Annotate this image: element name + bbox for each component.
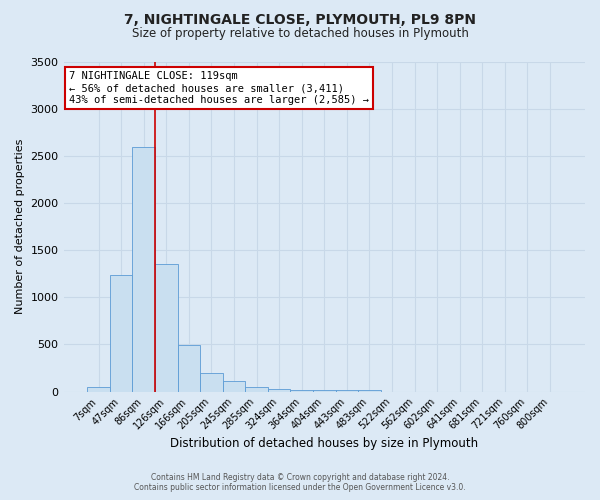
Bar bbox=[200, 372, 223, 392]
Bar bbox=[223, 381, 245, 392]
Text: Size of property relative to detached houses in Plymouth: Size of property relative to detached ho… bbox=[131, 28, 469, 40]
Bar bbox=[178, 345, 200, 392]
Bar bbox=[313, 390, 335, 392]
Bar bbox=[87, 387, 110, 392]
X-axis label: Distribution of detached houses by size in Plymouth: Distribution of detached houses by size … bbox=[170, 437, 478, 450]
Bar bbox=[110, 274, 133, 392]
Bar bbox=[268, 389, 290, 392]
Bar bbox=[155, 264, 178, 392]
Y-axis label: Number of detached properties: Number of detached properties bbox=[15, 139, 25, 314]
Text: Contains HM Land Registry data © Crown copyright and database right 2024.
Contai: Contains HM Land Registry data © Crown c… bbox=[134, 473, 466, 492]
Bar bbox=[133, 148, 155, 392]
Bar bbox=[335, 390, 358, 392]
Bar bbox=[358, 390, 381, 392]
Text: 7 NIGHTINGALE CLOSE: 119sqm
← 56% of detached houses are smaller (3,411)
43% of : 7 NIGHTINGALE CLOSE: 119sqm ← 56% of det… bbox=[69, 72, 369, 104]
Text: 7, NIGHTINGALE CLOSE, PLYMOUTH, PL9 8PN: 7, NIGHTINGALE CLOSE, PLYMOUTH, PL9 8PN bbox=[124, 12, 476, 26]
Bar bbox=[245, 387, 268, 392]
Bar bbox=[290, 390, 313, 392]
